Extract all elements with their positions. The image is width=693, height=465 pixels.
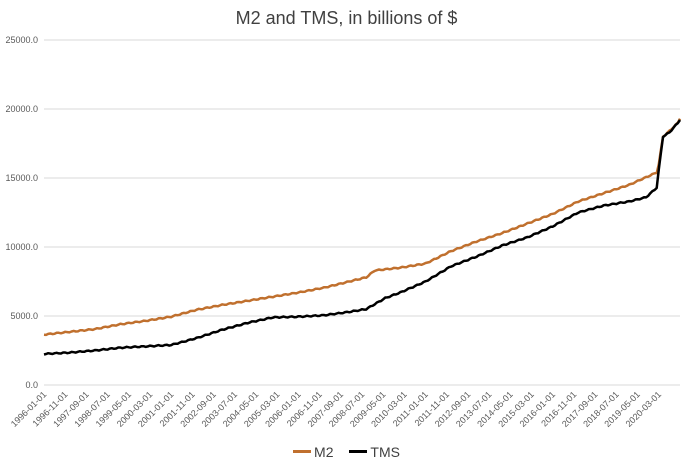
chart-title: M2 and TMS, in billions of $ [235, 8, 458, 28]
series-line-tms [43, 119, 682, 356]
legend-item-m2: M2 [293, 443, 334, 460]
y-tick-label: 10000.0 [5, 242, 38, 252]
y-tick-label: 20000.0 [5, 104, 38, 114]
y-tick-label: 0.0 [25, 380, 38, 390]
plot-area: 0.05000.010000.015000.020000.025000.0199… [5, 35, 682, 429]
legend-item-tms: TMS [349, 444, 400, 460]
legend-label-tms: TMS [370, 443, 400, 460]
y-tick-label: 15000.0 [5, 173, 38, 183]
legend-swatch-tms [349, 450, 368, 453]
y-tick-label: 5000.0 [10, 311, 38, 321]
legend-label-m2: M2 [314, 443, 334, 460]
y-tick-label: 25000.0 [5, 35, 38, 45]
legend-swatch-m2 [293, 450, 312, 453]
series-line-m2 [43, 118, 682, 337]
legend: M2 TMS [0, 440, 693, 460]
